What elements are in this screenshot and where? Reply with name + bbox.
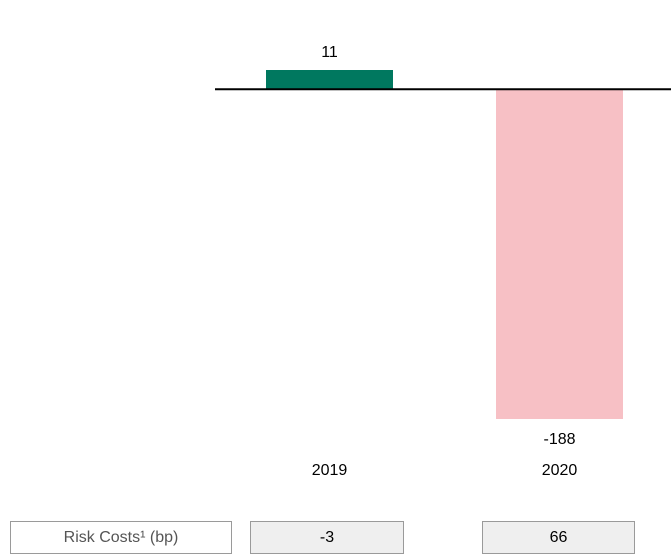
value-label: -188 xyxy=(543,431,575,448)
value-label: 11 xyxy=(321,44,338,61)
x-tick-label: 2019 xyxy=(312,462,348,479)
x-tick-label: 2020 xyxy=(542,462,578,479)
bar xyxy=(496,89,623,420)
table-cell: 66 xyxy=(482,521,635,554)
row-label: Risk Costs¹ (bp) xyxy=(10,521,232,554)
chart: 11 2019 -188 2020 xyxy=(215,44,671,479)
table-cell: -3 xyxy=(250,521,404,554)
bar xyxy=(266,70,393,90)
